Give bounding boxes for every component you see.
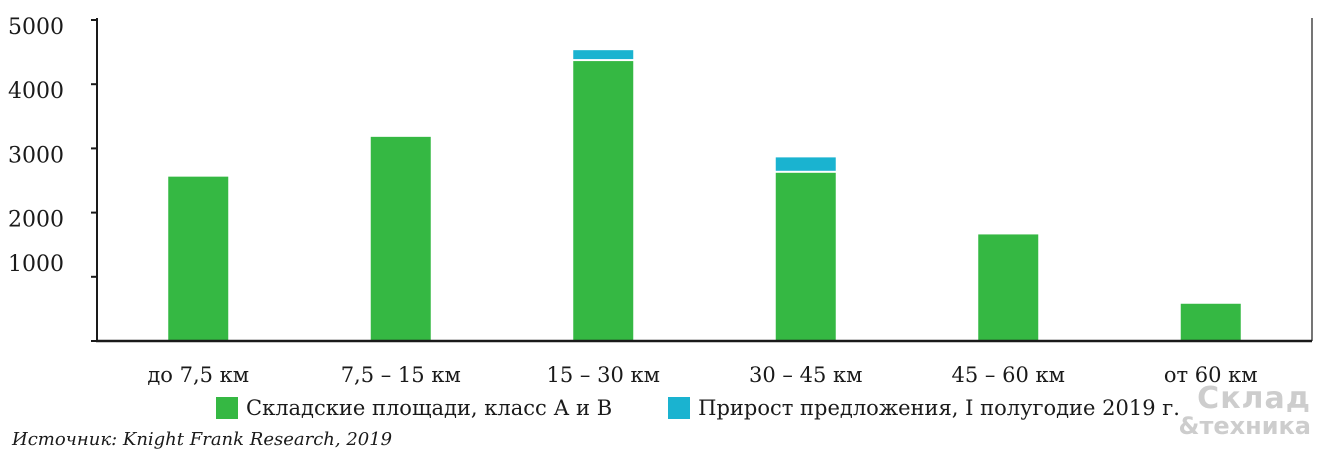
legend-item-growth: Прирост предложения, I полугодие 2019 г. (668, 396, 1180, 420)
y-tick-label: 2000 (8, 208, 64, 233)
logo-line-1: Склад (1197, 381, 1311, 416)
legend-label-growth: Прирост предложения, I полугодие 2019 г. (698, 396, 1180, 420)
bar-warehouse (775, 172, 836, 341)
logo-line-2: &техника (1178, 412, 1311, 440)
publisher-logo: Склад &техника (1178, 381, 1311, 440)
x-category-label: до 7,5 км (147, 363, 249, 387)
x-category-label: 15 – 30 км (547, 363, 660, 387)
bar-warehouse (168, 176, 229, 341)
bar-growth (573, 50, 634, 60)
bar-warehouse (370, 136, 431, 341)
bar-warehouse (978, 234, 1039, 341)
source-note: Источник: Knight Frank Research, 2019 (12, 429, 393, 450)
y-tick-label: 4000 (8, 79, 64, 104)
x-axis: до 7,5 км 7,5 – 15 км 15 – 30 км 30 – 45 км… (96, 18, 1313, 387)
legend-swatch-growth (668, 397, 691, 419)
y-axis: 1000 2000 3000 4000 5000 (8, 15, 98, 342)
legend-label-warehouse: Складские площади, класс А и В (246, 396, 613, 420)
x-category-label: 45 – 60 км (952, 363, 1065, 387)
bar-growth (775, 157, 836, 171)
bar-warehouse (573, 61, 634, 341)
legend: Складские площади, класс А и В Прирост п… (216, 396, 1236, 420)
legend-swatch-warehouse (216, 397, 238, 419)
bars-group (168, 50, 1241, 341)
x-category-label: 7,5 – 15 км (341, 363, 461, 387)
y-tick-label: 5000 (8, 15, 64, 40)
legend-item-warehouse: Складские площади, класс А и В (216, 396, 612, 420)
bar-warehouse (1180, 303, 1241, 341)
y-tick-label: 3000 (8, 143, 64, 168)
x-category-label: от 60 км (1164, 363, 1258, 387)
y-tick-label: 1000 (8, 252, 64, 277)
x-category-label: 30 – 45 км (749, 363, 862, 387)
bar-chart: 1000 2000 3000 4000 5000 до 7,5 км 7,5 – 15 к… (8, 15, 1313, 387)
